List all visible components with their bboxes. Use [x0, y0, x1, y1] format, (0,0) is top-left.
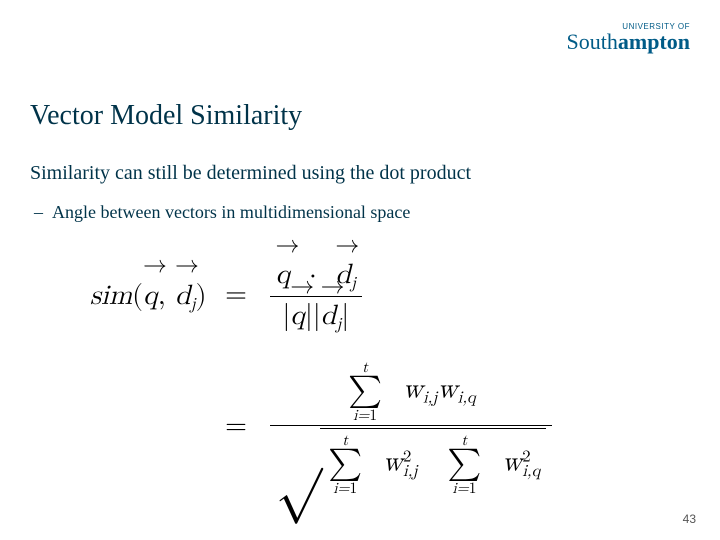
cosine-sim-formula-line1: sim(→q, →dj) = →q · →dj |→q||→dj| [90, 258, 366, 335]
page-number: 43 [683, 512, 696, 526]
slide-title: Vector Model Similarity [30, 100, 302, 132]
logo-wordmark: Southampton [567, 29, 690, 55]
bullet-line: Angle between vectors in multidimensiona… [52, 202, 410, 223]
body-line: Similarity can still be determined using… [30, 162, 471, 185]
university-logo: UNIVERSITY OF Southampton [567, 22, 690, 55]
fraction-denominator: |→q||→dj| [270, 297, 363, 335]
vec-dj: →dj [175, 279, 196, 315]
expanded-fraction: t ∑ i=1 wi,jwi,q √ t ∑ i=1 w2i,j [270, 360, 553, 496]
expanded-numerator: t ∑ i=1 wi,jwi,q [270, 360, 553, 426]
vec-q: →q [143, 279, 158, 313]
bullet-dash: – [34, 202, 43, 223]
fraction-numerator: →q · →dj [270, 258, 363, 297]
expanded-denominator: √ t ∑ i=1 w2i,j t ∑ i=1 w2i,q [270, 426, 553, 496]
cosine-sim-formula-line2: sim(q, dj) = t ∑ i=1 wi,jwi,q √ t ∑ i=1 [90, 360, 556, 496]
sum-symbol: t ∑ i=1 [348, 360, 382, 423]
sim-lhs: sim(→q, →dj) [90, 279, 207, 315]
cosine-fraction: →q · →dj |→q||→dj| [270, 258, 363, 335]
sqrt-block: √ t ∑ i=1 w2i,j t ∑ i=1 w2i,q [276, 428, 547, 496]
